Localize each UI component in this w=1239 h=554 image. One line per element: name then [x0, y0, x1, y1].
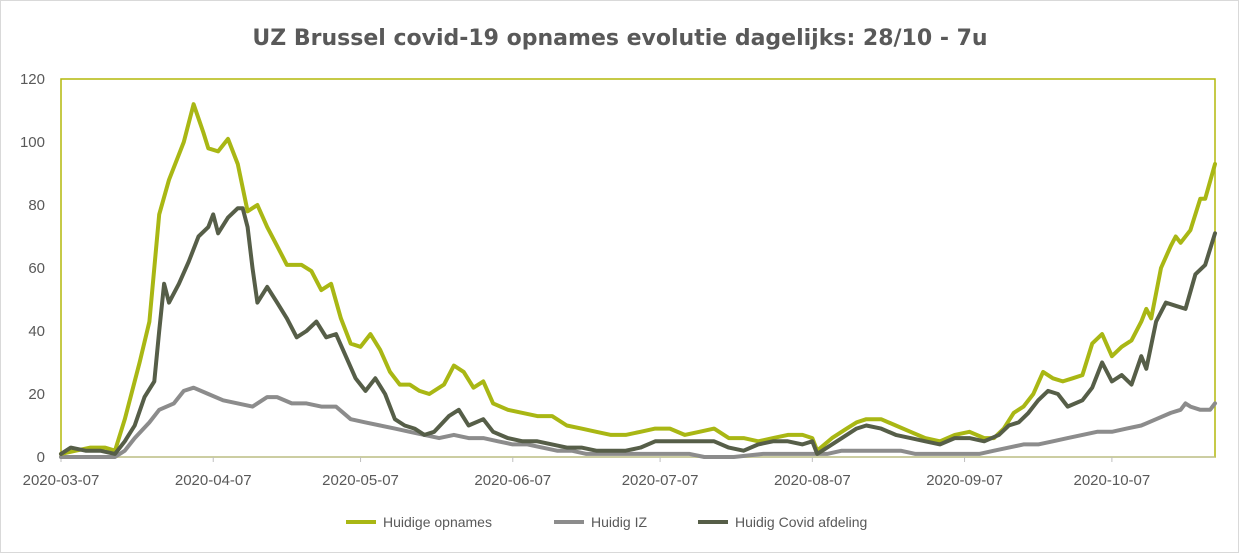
legend-label-opnames: Huidige opnames — [383, 514, 492, 530]
y-tick-label: 120 — [20, 71, 45, 88]
series-line-afdeling — [59, 206, 1217, 456]
x-tick-label: 2020-08-07 — [774, 472, 851, 489]
series-line-iz — [59, 385, 1217, 459]
legend: Huidige opnames Huidig IZ Huidig Covid afd… — [346, 514, 867, 530]
legend-label-iz: Huidig IZ — [591, 514, 647, 530]
x-tick-label: 2020-09-07 — [926, 472, 1003, 489]
y-tick-label: 60 — [28, 260, 45, 277]
series-line-opnames — [59, 102, 1217, 456]
x-tick-label: 2020-04-07 — [175, 472, 252, 489]
x-tick-label: 2020-05-07 — [322, 472, 399, 489]
legend-label-afdeling: Huidig Covid afdeling — [735, 514, 867, 530]
series-lines — [59, 102, 1217, 459]
x-tick-label: 2020-10-07 — [1074, 472, 1151, 489]
y-tick-label: 40 — [28, 323, 45, 340]
axes: 0 20 40 60 80 100 120 2020-03-07 2020-04-07 2020-… — [20, 71, 1216, 489]
plot-frame — [60, 78, 1216, 458]
x-tick-label: 2020-06-07 — [474, 472, 551, 489]
x-tick-label: 2020-03-07 — [23, 472, 100, 489]
x-tick-label: 2020-07-07 — [622, 472, 699, 489]
y-tick-label: 0 — [37, 449, 45, 466]
y-tick-label: 100 — [20, 134, 45, 151]
y-tick-label: 20 — [28, 386, 45, 403]
chart-title: UZ Brussel covid-19 opnames evolutie dag… — [252, 26, 987, 51]
y-tick-label: 80 — [28, 197, 45, 214]
